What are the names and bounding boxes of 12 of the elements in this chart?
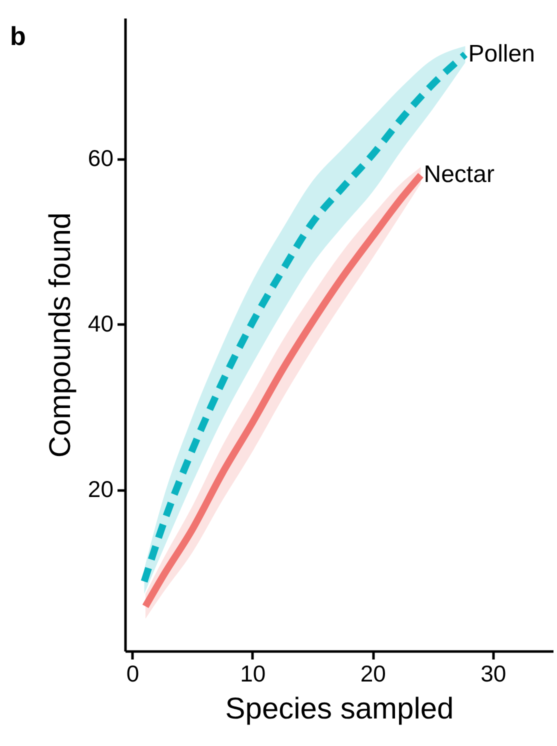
chart-title: b	[10, 21, 26, 51]
y-tick-label: 60	[88, 145, 114, 172]
y-tick-label: 40	[88, 310, 114, 337]
series-label: Nectar	[424, 161, 494, 188]
x-tick-label: 20	[360, 660, 386, 686]
x-tick-label: 0	[126, 660, 140, 686]
y-tick-label: 20	[88, 476, 114, 502]
x-axis-title: Species sampled	[225, 692, 454, 726]
series-label: Pollen	[468, 40, 535, 68]
x-tick-label: 10	[240, 660, 266, 686]
x-tick-label: 30	[480, 660, 506, 686]
y-axis-title: Compounds found	[44, 212, 77, 458]
